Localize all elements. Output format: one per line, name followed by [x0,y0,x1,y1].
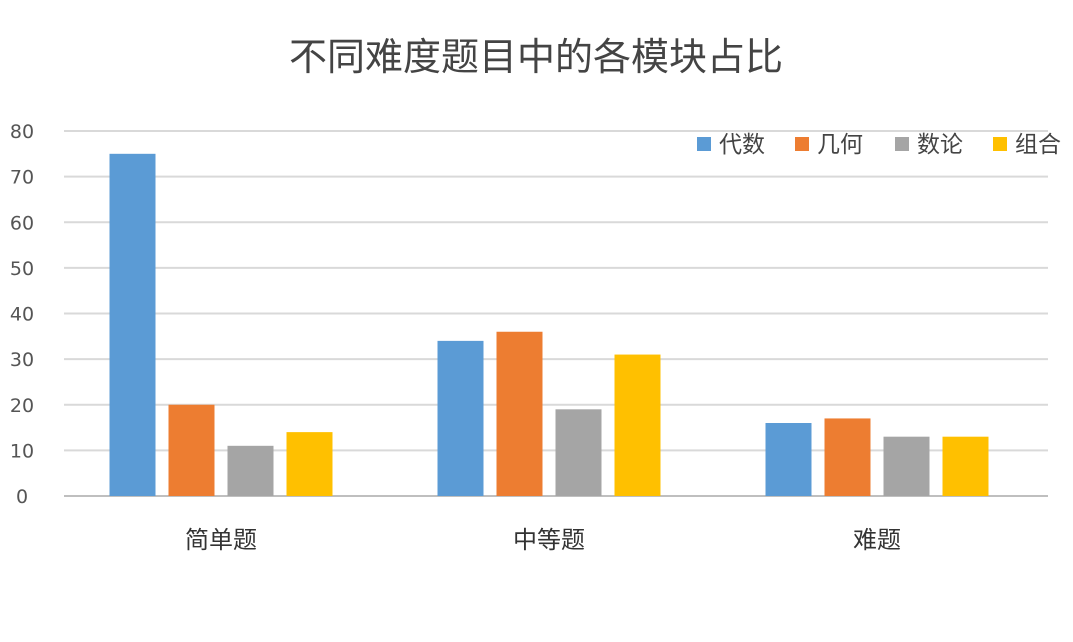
y-tick-label: 20 [10,395,34,417]
x-tick-label: 简单题 [185,526,257,554]
legend-label: 组合 [1015,132,1061,158]
y-tick-label: 80 [10,121,34,143]
bar [824,418,871,496]
bar [614,354,661,496]
legend-label: 数论 [917,132,963,158]
bar [555,409,602,496]
bar [765,423,812,496]
y-tick-label: 30 [10,349,34,371]
legend-swatch [697,137,711,151]
bar [437,340,484,496]
legend-swatch [993,137,1007,151]
bar [942,436,989,496]
legend-swatch [795,137,809,151]
chart-title: 不同难度题目中的各模块占比 [289,35,783,79]
x-tick-label: 难题 [853,526,901,554]
bar [286,432,333,496]
y-axis-ticks: 0 10 20 30 40 50 60 70 80 [10,121,34,508]
bars [109,153,989,496]
y-tick-label: 10 [10,440,34,462]
x-axis-labels: 简单题 中等题 难题 [185,526,901,554]
y-tick-label: 40 [10,304,34,326]
x-tick-label: 中等题 [513,526,585,554]
legend-label: 代数 [719,132,765,158]
y-tick-label: 50 [10,258,34,280]
bar [168,404,215,496]
bar [883,436,930,496]
y-tick-label: 0 [16,486,28,508]
bar [496,331,543,496]
y-tick-label: 70 [10,167,34,189]
legend-label: 几何 [817,132,863,158]
bar [227,445,274,496]
legend: 代数 几何 数论 组合 [697,132,1061,158]
bar [109,153,156,496]
legend-swatch [895,137,909,151]
y-tick-label: 60 [10,212,34,234]
